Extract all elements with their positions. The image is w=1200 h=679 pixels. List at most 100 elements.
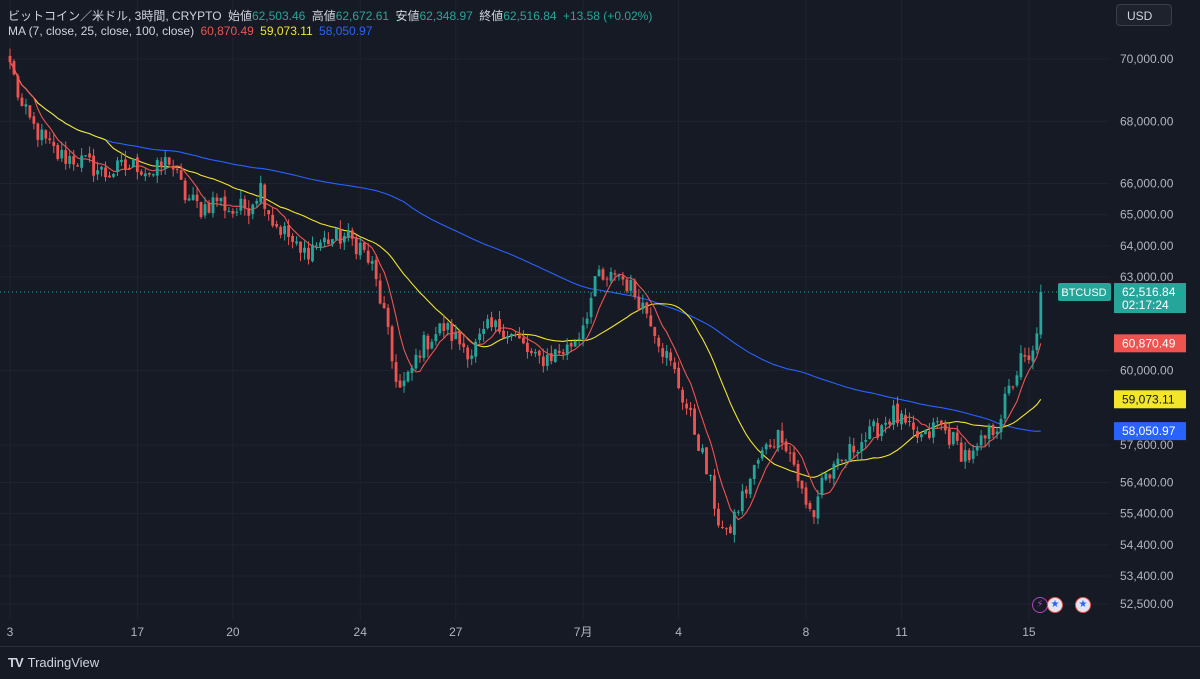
candle-body (693, 408, 696, 435)
candle-body (581, 325, 585, 339)
candle-body (625, 279, 629, 292)
candle-body (876, 422, 880, 438)
candle-body (64, 150, 68, 164)
candle-body (108, 175, 111, 178)
candle-body (155, 160, 159, 176)
x-tick-label: 24 (354, 625, 368, 639)
candle-body (8, 55, 12, 63)
candle-body (406, 371, 410, 382)
candle-body (788, 452, 792, 454)
candle-body (470, 355, 474, 359)
ma-legend-label[interactable]: MA (7, close, 25, close, 100, close) (8, 24, 195, 38)
y-axis[interactable]: 70,000.00 68,000.00 66,000.00 65,000.00 64,0… (1120, 52, 1174, 611)
candle-body (748, 478, 752, 495)
ma25-line (9, 61, 1042, 478)
low-label: 安値 (395, 9, 420, 23)
footer-bar: TV TradingView (0, 646, 1200, 679)
candle-body (366, 250, 370, 263)
candle-body (486, 319, 489, 329)
high-value: 62,672.61 (335, 9, 390, 23)
candle-body (565, 344, 569, 355)
open-value: 62,503.46 (251, 9, 306, 23)
candle-body (920, 434, 923, 438)
candle-body (709, 475, 712, 477)
candle-body (613, 273, 617, 275)
lightning-icon[interactable]: ⚡ (1032, 597, 1048, 613)
candle-body (239, 198, 243, 211)
candle-body (537, 350, 541, 356)
candle-body (390, 326, 394, 362)
candle-body (541, 356, 545, 367)
candle-body (617, 275, 621, 277)
candle-body (482, 328, 486, 334)
candle-body (414, 354, 418, 369)
candle-body (40, 129, 44, 141)
candle-body (545, 354, 549, 366)
candle-body (764, 444, 768, 450)
candles (8, 48, 1043, 543)
candle-body (529, 350, 533, 354)
candle-body (510, 333, 513, 337)
candle-body (1007, 385, 1011, 394)
ma7-polyline (9, 61, 1042, 521)
candle-body (195, 194, 199, 202)
candle-body (120, 159, 123, 163)
candle-body (502, 330, 505, 338)
candle-body (327, 239, 330, 245)
candle-body (931, 422, 935, 438)
us-flag-icon[interactable]: ★ (1047, 597, 1063, 613)
y-tick-label: 57,600.00 (1120, 438, 1174, 452)
candle-body (637, 296, 641, 310)
price-chart[interactable]: 70,000.00 68,000.00 66,000.00 65,000.00 64,0… (0, 0, 1200, 646)
candle-body (207, 202, 211, 213)
us-flag-icon[interactable]: ★ (1075, 597, 1091, 613)
symbol-name[interactable]: ビットコイン／米ドル, 3時間, CRYPTO (8, 9, 222, 23)
candle-body (28, 105, 32, 118)
candle-body (36, 123, 40, 140)
candle-body (506, 336, 509, 339)
candle-body (338, 228, 342, 244)
candle-body (884, 422, 887, 425)
candle-body (987, 425, 991, 439)
candle-body (211, 197, 215, 214)
candle-body (44, 130, 48, 139)
candle-body (820, 477, 824, 495)
candle-body (665, 351, 669, 359)
candle-body (868, 426, 872, 440)
candle-body (856, 452, 860, 454)
ma25-polyline (9, 61, 1042, 478)
candle-body (231, 210, 235, 214)
candle-body (641, 302, 645, 310)
ma-legend: MA (7, close, 25, close, 100, close) 60,… (8, 24, 375, 38)
candle-body (131, 158, 135, 168)
candle-body (864, 440, 868, 442)
candle-body (832, 463, 836, 479)
high-label: 高値 (311, 9, 336, 23)
y-tick-label: 60,000.00 (1120, 363, 1174, 377)
ma100-polyline (9, 61, 1041, 432)
y-tick-label: 55,400.00 (1120, 507, 1174, 521)
currency-button[interactable]: USD (1116, 4, 1172, 26)
candle-body (291, 235, 294, 242)
y-tick-label: 64,000.00 (1120, 239, 1174, 253)
candle-body (776, 429, 780, 449)
candle-body (725, 528, 728, 530)
candle-body (728, 526, 732, 534)
candle-body (342, 236, 346, 243)
candle-body (498, 319, 501, 332)
tradingview-brand[interactable]: TV TradingView (8, 655, 99, 670)
candle-body (32, 116, 36, 124)
ma100-tag-bg (1114, 422, 1186, 441)
candle-body (796, 464, 800, 482)
last-price-tag: 62,516.84 (1122, 285, 1176, 299)
x-tick-label: 20 (226, 625, 240, 639)
ma7-tag: 60,870.49 (1122, 336, 1176, 350)
candle-body (128, 167, 131, 169)
candle-body (1035, 333, 1039, 351)
x-axis[interactable]: 3 17 20 24 27 7月 4 8 11 15 (7, 625, 1036, 639)
candle-body (904, 415, 907, 423)
candle-body (645, 302, 649, 314)
candle-body (462, 343, 466, 348)
candle-body (561, 352, 565, 355)
